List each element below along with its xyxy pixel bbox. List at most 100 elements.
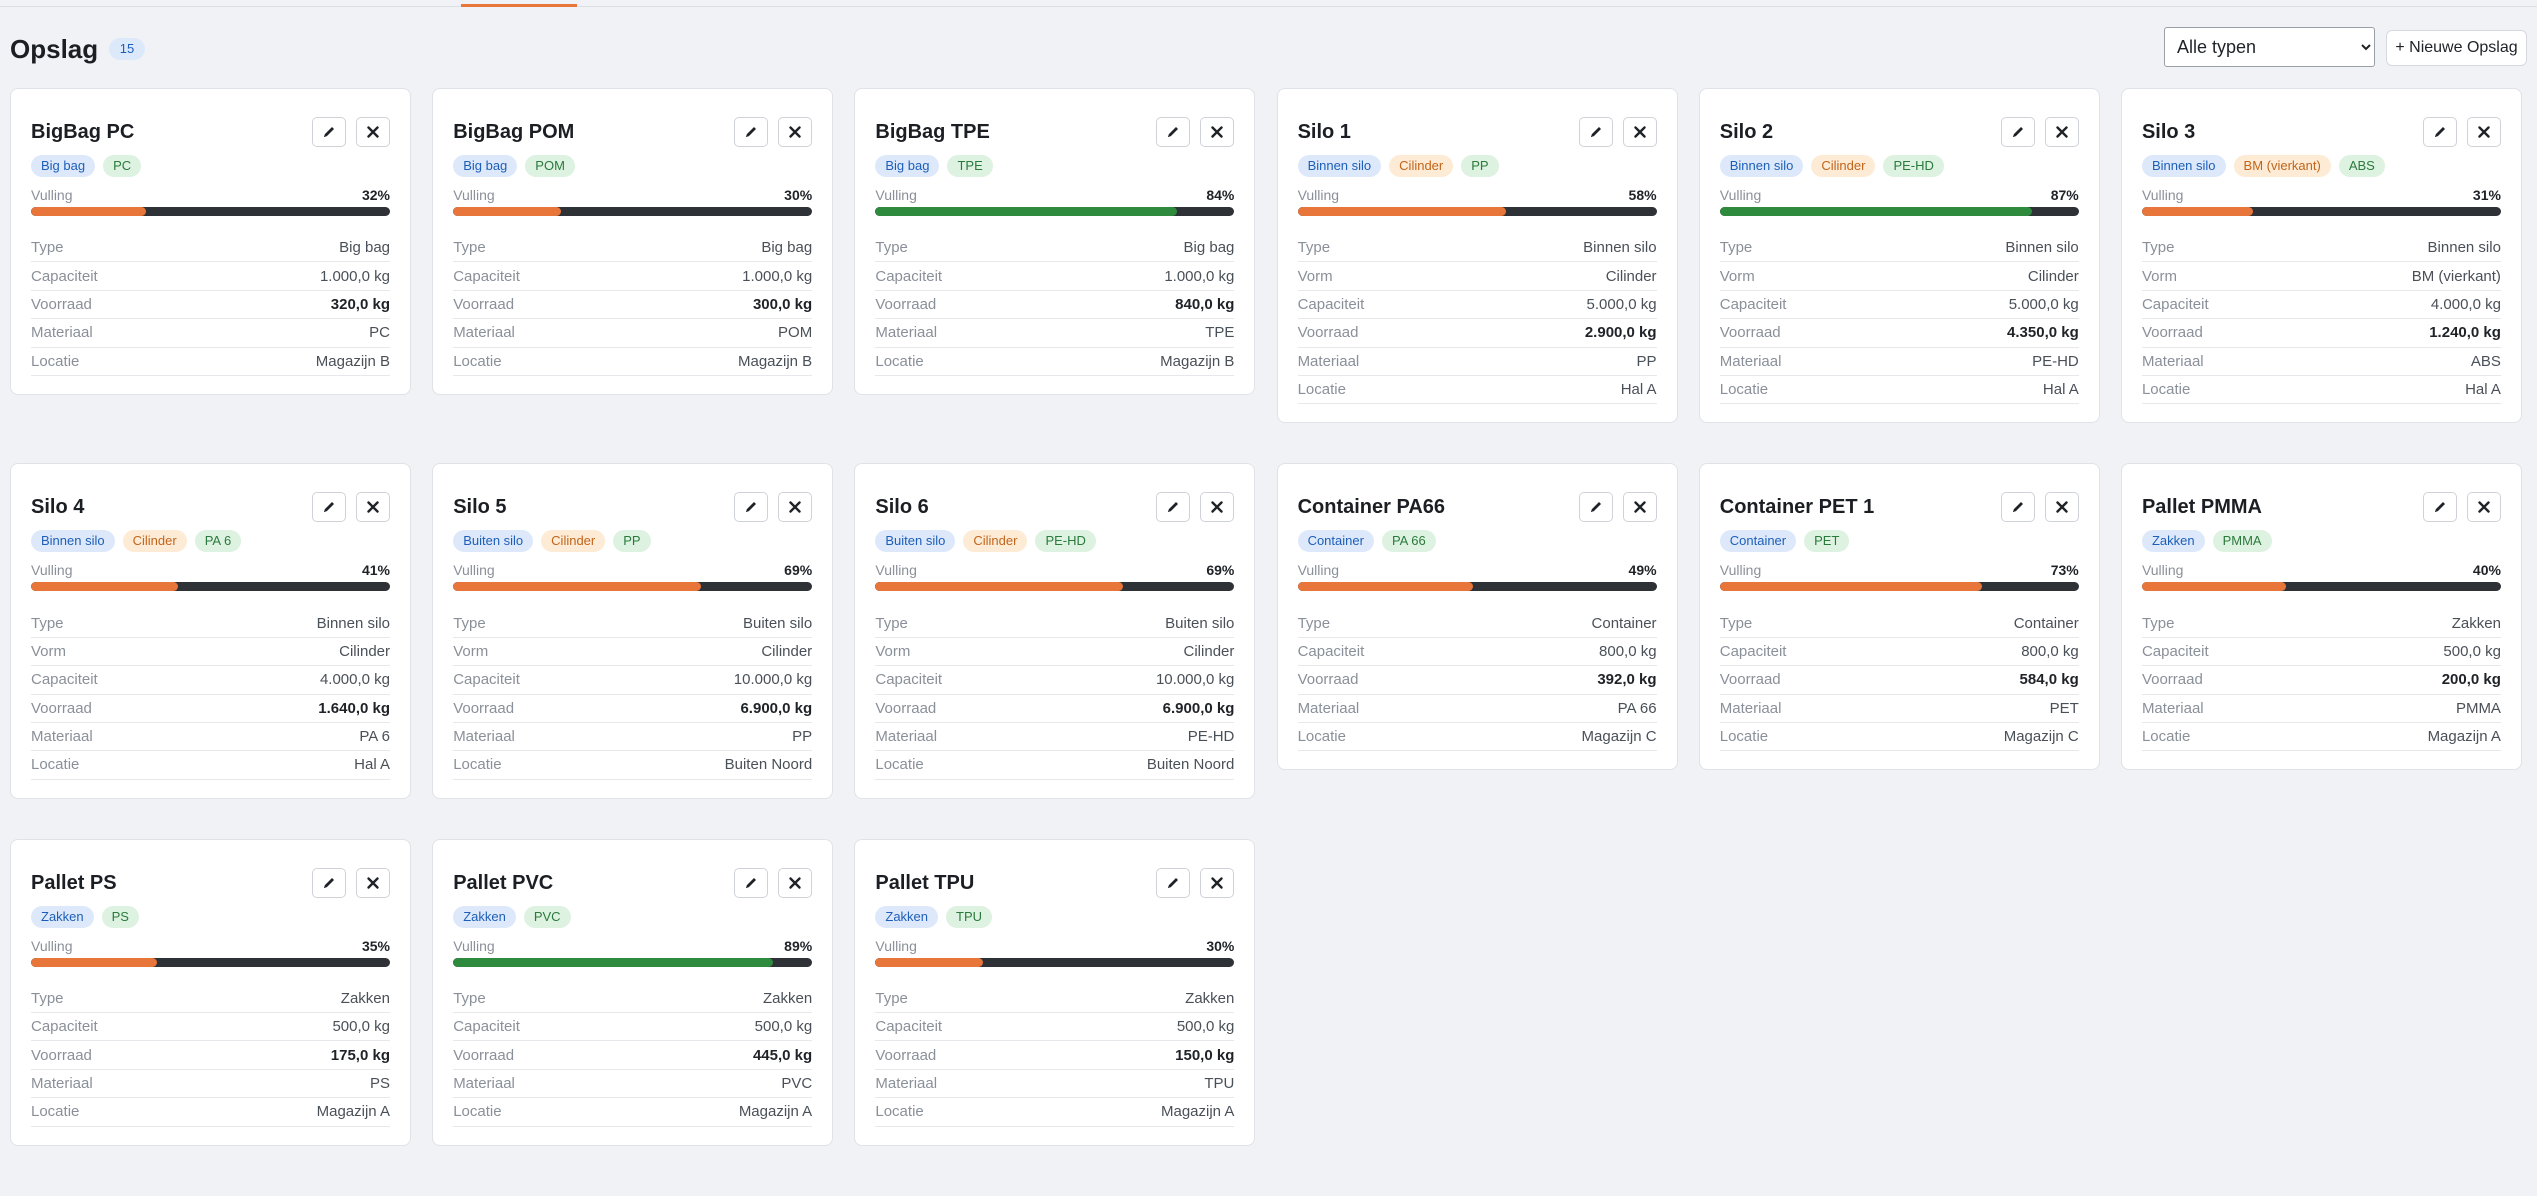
card-tags: Zakken TPU — [875, 905, 1234, 928]
detail-label: Vorm — [875, 642, 911, 660]
detail-value: Magazijn B — [1160, 352, 1235, 370]
detail-label: Materiaal — [453, 728, 515, 746]
fill-progress-value — [875, 582, 1124, 592]
detail-row-materiaal: Materiaal TPU — [875, 1070, 1235, 1099]
detail-label: Capaciteit — [2141, 295, 2209, 313]
edit-button[interactable] — [734, 867, 769, 898]
detail-value: 500,0 kg — [1176, 1018, 1235, 1036]
edit-button[interactable] — [2000, 117, 2035, 147]
detail-row-capaciteit: Capaciteit 5.000,0 kg — [1297, 291, 1657, 320]
delete-button[interactable] — [2466, 492, 2501, 523]
detail-row-voorraad: Voorraad 840,0 kg — [875, 291, 1235, 320]
tag-material: POM — [525, 155, 575, 177]
fill-progress-bar — [875, 582, 1235, 592]
detail-row-materiaal: Materiaal PC — [31, 319, 390, 348]
edit-button[interactable] — [1578, 117, 1613, 147]
tag-shape: Cilinder — [122, 530, 187, 553]
tag-material: PE-HD — [1035, 530, 1096, 553]
delete-button[interactable] — [356, 117, 390, 147]
detail-value: 6.900,0 kg — [740, 699, 813, 717]
tag-material: PMMA — [2212, 530, 2272, 553]
detail-row-materiaal: Materiaal PVC — [453, 1070, 813, 1099]
fill-label: Vulling — [875, 562, 917, 579]
detail-value: Binnen silo — [316, 614, 390, 632]
fill-row: Vulling 89% — [453, 938, 812, 954]
detail-label: Vorm — [2141, 267, 2177, 285]
detail-value: 1.000,0 kg — [1164, 267, 1235, 285]
edit-button[interactable] — [1156, 117, 1191, 147]
detail-row-locatie: Locatie Magazijn A — [453, 1098, 813, 1127]
detail-label: Vorm — [1297, 267, 1333, 285]
delete-button[interactable] — [778, 117, 813, 147]
edit-button[interactable] — [312, 492, 346, 523]
delete-button[interactable] — [1200, 117, 1235, 147]
card-tags: Big bag TPE — [875, 155, 1234, 177]
detail-label: Materiaal — [875, 728, 938, 746]
delete-button[interactable] — [2044, 492, 2079, 523]
storage-card-silo-1: Silo 1 Binnen silo Cilinder PP Vulling 58% — [1276, 88, 1678, 424]
delete-button[interactable] — [1200, 492, 1235, 523]
detail-list: Type Binnen silo Vorm Cilinder Capaciteit 4.0… — [31, 609, 390, 780]
detail-value: PP — [792, 728, 813, 746]
card-header: Pallet TPU — [875, 860, 1235, 906]
detail-label: Locatie — [2141, 381, 2191, 399]
fill-label: Vulling — [453, 187, 495, 203]
detail-value: 500,0 kg — [754, 1018, 813, 1036]
detail-value: 200,0 kg — [2441, 671, 2501, 689]
detail-label: Materiaal — [875, 324, 938, 342]
delete-button[interactable] — [356, 867, 390, 898]
edit-button[interactable] — [312, 867, 346, 898]
delete-button[interactable] — [1622, 117, 1657, 147]
detail-label: Capaciteit — [453, 267, 520, 285]
tag-material: PA 6 — [194, 530, 242, 553]
detail-row-capaciteit: Capaciteit 800,0 kg — [1297, 638, 1657, 667]
delete-button[interactable] — [778, 867, 813, 898]
fill-label: Vulling — [2141, 187, 2184, 203]
close-icon — [1210, 500, 1224, 514]
card-tags: Container PA 66 — [1297, 530, 1657, 553]
edit-button[interactable] — [2422, 117, 2457, 147]
delete-button[interactable] — [1622, 492, 1657, 523]
edit-button[interactable] — [1578, 492, 1613, 523]
fill-progress-bar — [875, 957, 1235, 967]
card-title: BigBag PC — [31, 121, 135, 143]
delete-button[interactable] — [778, 492, 813, 523]
pencil-icon — [1166, 500, 1180, 514]
detail-row-type: Type Big bag — [453, 234, 813, 263]
edit-button[interactable] — [1156, 492, 1191, 523]
delete-button[interactable] — [2466, 117, 2501, 147]
detail-row-materiaal: Materiaal PE-HD — [875, 723, 1235, 752]
detail-row-locatie: Locatie Hal A — [31, 751, 390, 780]
delete-button[interactable] — [356, 492, 390, 523]
detail-row-locatie: Locatie Magazijn B — [453, 348, 813, 376]
detail-row-voorraad: Voorraad 300,0 kg — [453, 291, 813, 320]
detail-label: Capaciteit — [1719, 642, 1787, 660]
storage-card-pallet-tpu: Pallet TPU Zakken TPU Vulling 30% — [854, 838, 1256, 1146]
detail-value: 320,0 kg — [330, 295, 390, 313]
detail-row-type: Type Big bag — [31, 234, 390, 263]
fill-label: Vulling — [2141, 562, 2184, 579]
detail-value: 4.350,0 kg — [2007, 324, 2079, 342]
type-filter-select[interactable]: Alle typen — [2164, 27, 2375, 67]
detail-label: Voorraad — [875, 699, 937, 717]
new-storage-button[interactable]: + Nieuwe Opslag — [2386, 30, 2527, 66]
detail-row-voorraad: Voorraad 1.240,0 kg — [2141, 319, 2501, 348]
card-tags: Zakken PVC — [453, 905, 812, 928]
detail-row-voorraad: Voorraad 4.350,0 kg — [1719, 319, 2079, 348]
detail-row-vorm: Vorm Cilinder — [31, 638, 390, 667]
fill-progress-bar — [453, 207, 813, 216]
edit-button[interactable] — [734, 117, 769, 147]
edit-button[interactable] — [2422, 492, 2457, 523]
delete-button[interactable] — [2044, 117, 2079, 147]
edit-button[interactable] — [734, 492, 769, 523]
delete-button[interactable] — [1200, 867, 1235, 898]
edit-button[interactable] — [1156, 867, 1191, 898]
fill-progress-bar — [2141, 207, 2501, 216]
card-header: Container PET 1 — [1720, 484, 2079, 530]
edit-button[interactable] — [2000, 492, 2035, 523]
detail-value: Zakken — [2451, 614, 2501, 632]
edit-button[interactable] — [312, 117, 346, 147]
detail-value: 800,0 kg — [2021, 642, 2079, 660]
detail-label: Materiaal — [875, 1075, 938, 1093]
fill-percentage: 30% — [1206, 937, 1235, 954]
